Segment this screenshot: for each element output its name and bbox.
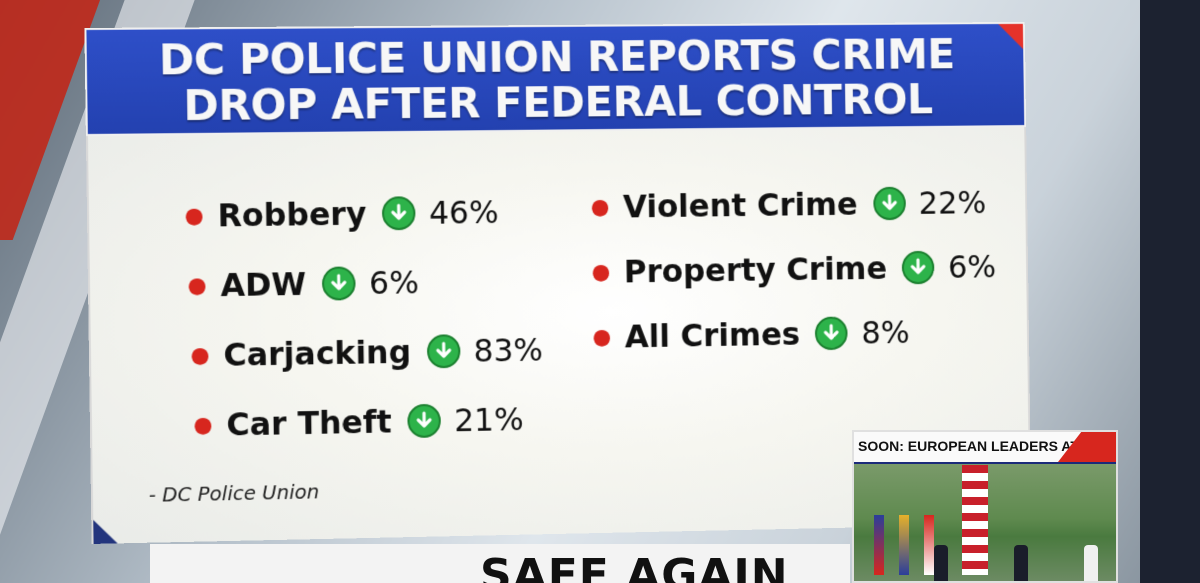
stat-label: Carjacking bbox=[223, 333, 411, 374]
flag-icon bbox=[899, 515, 909, 575]
stat-car-theft: ● Car Theft 21% bbox=[193, 400, 524, 444]
inset-video-frame bbox=[854, 464, 1116, 583]
lower-third-ticker: SAFE AGAIN bbox=[150, 544, 850, 583]
stat-value: 6% bbox=[948, 248, 997, 286]
stat-label: ADW bbox=[220, 265, 306, 304]
stat-value: 46% bbox=[429, 193, 499, 231]
honor-guard-figure bbox=[1014, 545, 1028, 583]
bullet-icon: ● bbox=[591, 195, 610, 220]
down-arrow-icon bbox=[407, 404, 441, 438]
stat-value: 83% bbox=[473, 331, 543, 370]
bullet-icon: ● bbox=[184, 203, 203, 228]
down-arrow-icon bbox=[902, 251, 935, 285]
source-credit: - DC Police Union bbox=[149, 479, 320, 506]
honor-guard-figure bbox=[1084, 545, 1098, 583]
stat-value: 22% bbox=[918, 184, 986, 222]
stat-value: 8% bbox=[861, 314, 910, 352]
bullet-icon: ● bbox=[193, 412, 212, 437]
down-arrow-icon bbox=[873, 187, 906, 221]
inset-label-bar: SOON: EUROPEAN LEADERS AT WH bbox=[854, 432, 1116, 464]
headline-line-2: DROP AFTER FEDERAL CONTROL bbox=[87, 76, 1024, 130]
us-flag-icon bbox=[962, 465, 988, 575]
stat-violent-crime: ● Violent Crime 22% bbox=[591, 184, 987, 226]
ticker-text: SAFE AGAIN bbox=[480, 550, 789, 583]
down-arrow-icon bbox=[426, 334, 460, 368]
stat-value: 21% bbox=[454, 400, 524, 439]
bullet-icon: ● bbox=[591, 259, 610, 284]
body-corner-accent bbox=[93, 519, 117, 543]
stat-property-crime: ● Property Crime 6% bbox=[591, 248, 996, 291]
bullet-icon: ● bbox=[592, 324, 611, 349]
live-video-inset: SOON: EUROPEAN LEADERS AT WH bbox=[852, 430, 1118, 583]
down-arrow-icon bbox=[322, 266, 356, 300]
stat-label: Violent Crime bbox=[623, 185, 858, 225]
stat-label: Robbery bbox=[217, 195, 366, 235]
down-arrow-icon bbox=[382, 196, 416, 230]
bullet-icon: ● bbox=[190, 343, 209, 368]
stat-carjacking: ● Carjacking 83% bbox=[190, 331, 543, 374]
down-arrow-icon bbox=[815, 316, 848, 350]
background-dark-edge bbox=[1140, 0, 1200, 583]
stat-label: Property Crime bbox=[624, 249, 888, 290]
header-corner-accent bbox=[998, 24, 1023, 49]
graphic-header: DC POLICE UNION REPORTS CRIME DROP AFTER… bbox=[84, 22, 1026, 136]
stat-value: 6% bbox=[369, 264, 419, 302]
stat-robbery: ● Robbery 46% bbox=[184, 193, 498, 234]
flag-icon bbox=[924, 515, 934, 575]
bullet-icon: ● bbox=[187, 273, 206, 298]
stat-label: All Crimes bbox=[624, 315, 800, 355]
stat-adw: ● ADW 6% bbox=[187, 264, 419, 305]
flag-icon bbox=[874, 515, 884, 575]
honor-guard-figure bbox=[934, 545, 948, 583]
stat-all-crimes: ● All Crimes 8% bbox=[592, 314, 910, 356]
stat-label: Car Theft bbox=[226, 403, 392, 444]
